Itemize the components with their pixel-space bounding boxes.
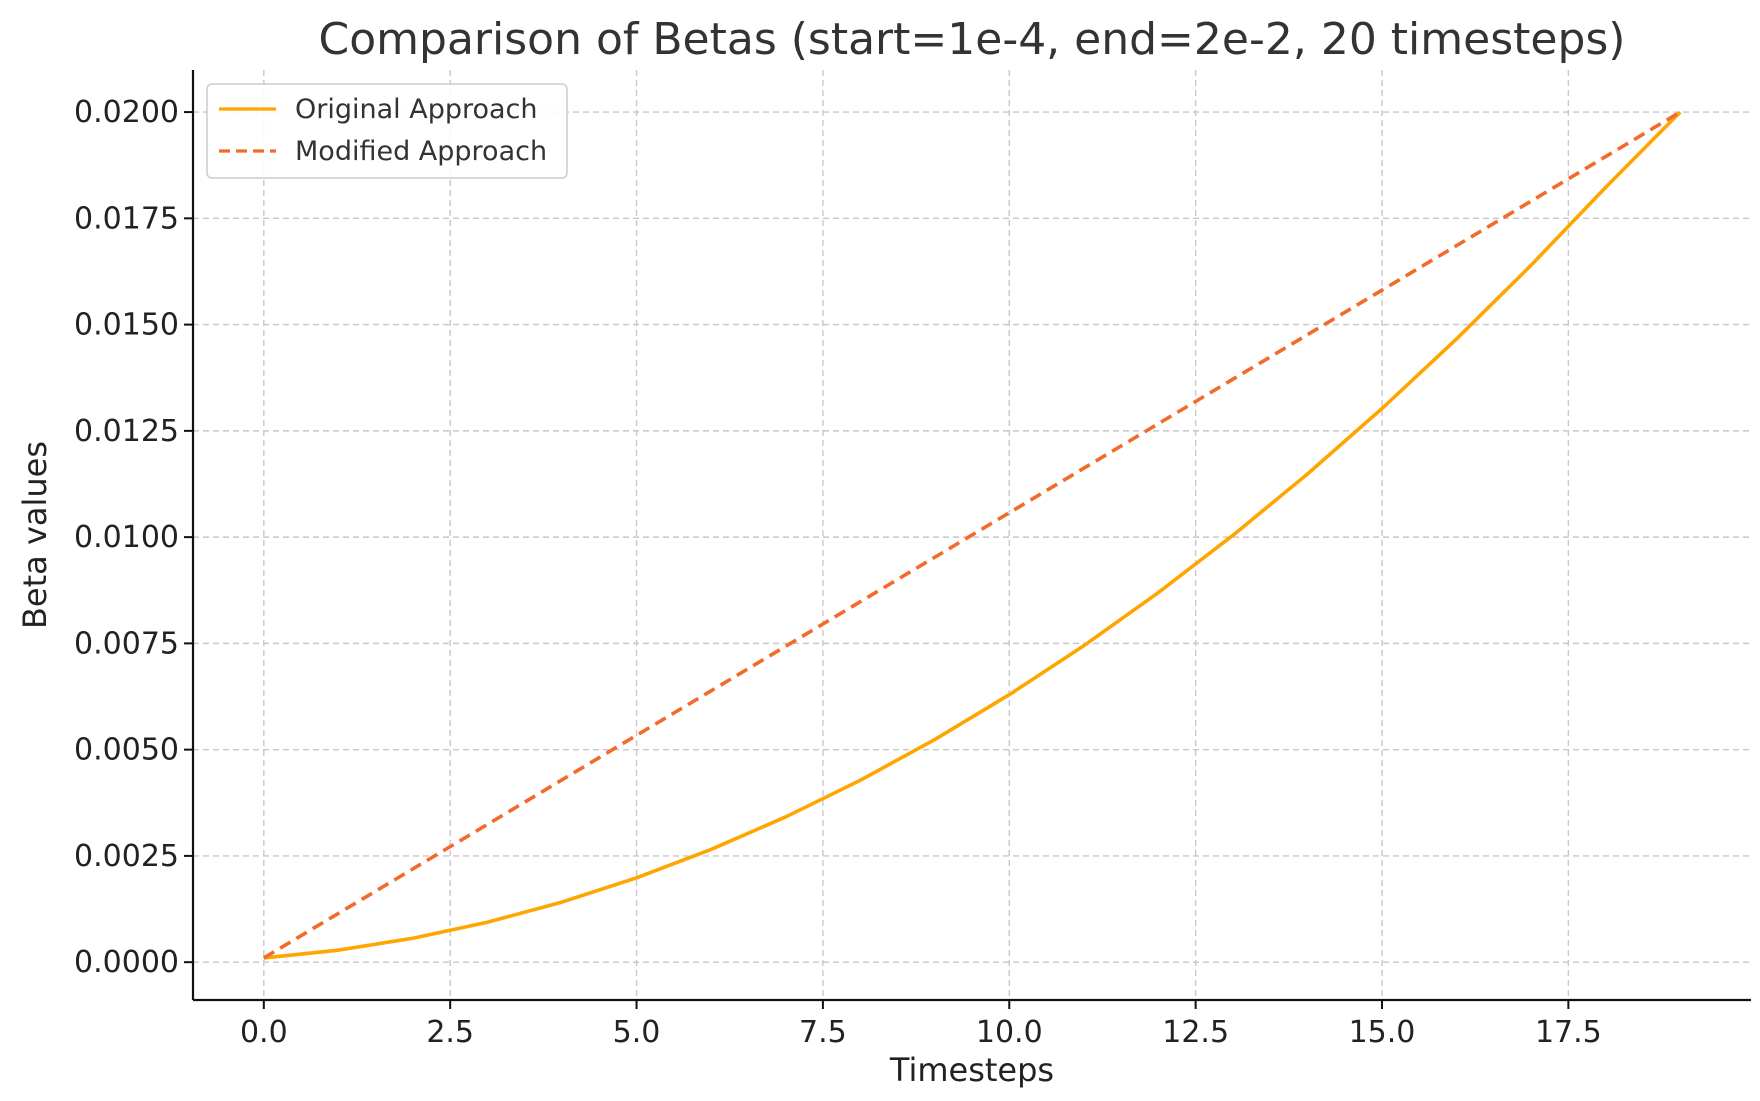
legend-box (206, 83, 568, 179)
legend: Original Approach Modified Approach (206, 83, 568, 179)
legend-label-modified: Modified Approach (295, 136, 547, 167)
axes-layer (191, 70, 1751, 1002)
x-tick-label: 5.0 (613, 1015, 661, 1050)
y-tick-label: 0.0175 (74, 201, 179, 236)
y-tick-label: 0.0200 (74, 95, 179, 130)
y-tick-label: 0.0075 (74, 626, 179, 661)
x-tick-label: 7.5 (799, 1015, 847, 1050)
x-tick-label: 2.5 (426, 1015, 474, 1050)
x-tick-label: 0.0 (240, 1015, 288, 1050)
y-tick-label: 0.0100 (74, 520, 179, 555)
x-tick-label: 12.5 (1162, 1015, 1229, 1050)
legend-label-original: Original Approach (295, 94, 538, 125)
x-tick-label: 15.0 (1349, 1015, 1416, 1050)
x-axis-label: Timesteps (889, 1051, 1054, 1089)
x-tick-label: 17.5 (1535, 1015, 1602, 1050)
y-tick-label: 0.0050 (74, 733, 179, 768)
y-axis-label: Beta values (16, 441, 54, 629)
y-tick-label: 0.0000 (74, 945, 179, 980)
chart-title: Comparison of Betas (start=1e-4, end=2e-… (319, 14, 1626, 65)
y-tick-label: 0.0150 (74, 308, 179, 343)
series-layer (262, 110, 1682, 960)
series-line-modified-approach (262, 110, 1682, 960)
series-line-original-approach (263, 110, 1682, 960)
tick-layer: 0.0 2.5 5.0 7.5 10.0 12.5 15.0 17.5 0.0000 0.0025… (74, 95, 1602, 1050)
y-tick-label: 0.0125 (74, 414, 179, 449)
grid-layer (193, 70, 1751, 1000)
x-tick-label: 10.0 (976, 1015, 1043, 1050)
y-tick-label: 0.0025 (74, 839, 179, 874)
